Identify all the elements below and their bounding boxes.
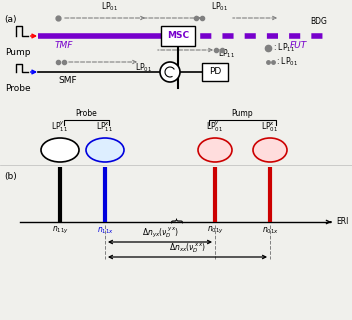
Text: ERI: ERI [336,218,348,227]
Text: $n_{01y}$: $n_{01y}$ [207,225,224,236]
FancyBboxPatch shape [202,63,228,81]
Text: $\Delta n_{xx}(\nu_D^{\ xx})$: $\Delta n_{xx}(\nu_D^{\ xx})$ [169,242,206,255]
Text: BDG: BDG [310,17,327,26]
Ellipse shape [86,138,124,162]
Text: LP$_{11}^{y}$: LP$_{11}^{y}$ [51,119,69,134]
Circle shape [160,62,180,82]
Text: SMF: SMF [58,76,77,85]
Text: $\Delta n_{yx}(\nu_D^{\ yx})$: $\Delta n_{yx}(\nu_D^{\ yx})$ [142,226,178,240]
Text: LP$_{01}$: LP$_{01}$ [212,1,228,13]
Ellipse shape [253,138,287,162]
Text: Probe: Probe [76,109,98,118]
Text: LP$_{01}^{y}$: LP$_{01}^{y}$ [206,119,224,134]
Text: $n_{01x}$: $n_{01x}$ [262,225,278,236]
Text: Probe: Probe [5,84,31,93]
Text: : LP$_{11}$: : LP$_{11}$ [273,42,295,54]
Text: TMF: TMF [55,41,73,50]
Text: $n_{11y}$: $n_{11y}$ [51,225,68,236]
Text: PD: PD [209,68,221,76]
Text: MSC: MSC [167,31,189,41]
Text: (a): (a) [4,15,17,24]
Text: FUT: FUT [290,41,307,50]
Text: LP$_{11}^{x}$: LP$_{11}^{x}$ [96,121,114,134]
Text: LP$_{01}$: LP$_{01}$ [135,62,152,74]
Text: (b): (b) [4,172,17,181]
Ellipse shape [41,138,79,162]
Text: Pump: Pump [232,109,253,118]
Text: LP$_{11}$: LP$_{11}$ [218,48,235,60]
Text: Pump: Pump [5,48,31,57]
Text: : LP$_{01}$: : LP$_{01}$ [276,56,298,68]
Ellipse shape [198,138,232,162]
FancyBboxPatch shape [161,26,195,46]
Text: LP$_{01}$: LP$_{01}$ [101,1,119,13]
Text: LP$_{01}^{x}$: LP$_{01}^{x}$ [262,121,278,134]
Text: $\}$: $\}$ [170,217,186,225]
Text: $n_{11x}$: $n_{11x}$ [96,225,113,236]
